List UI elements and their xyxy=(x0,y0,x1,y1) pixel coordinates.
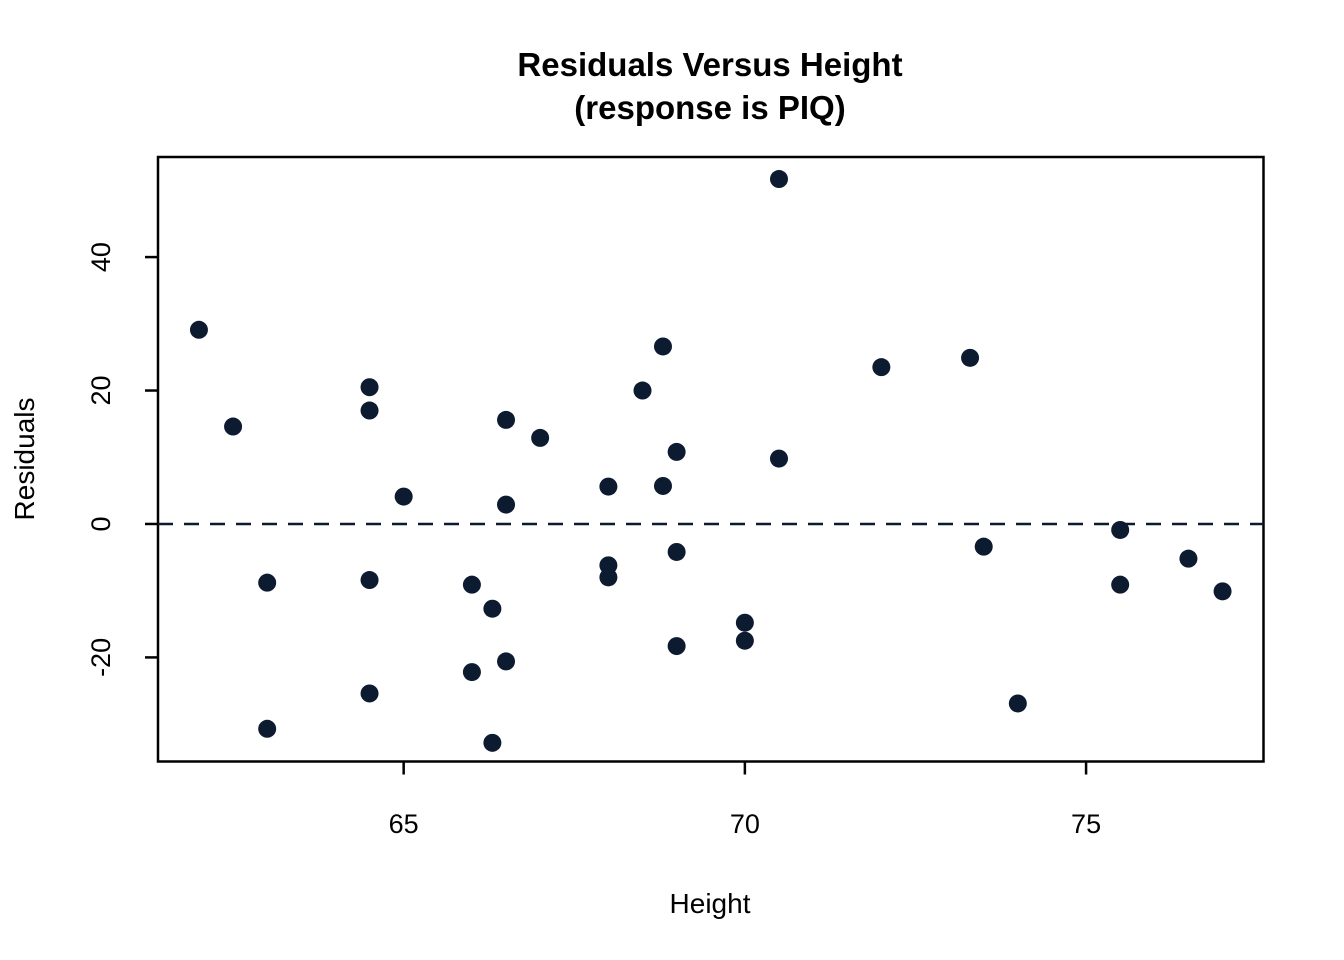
data-point xyxy=(497,652,516,671)
data-point xyxy=(667,442,686,461)
data-point xyxy=(394,487,413,506)
data-point xyxy=(1111,520,1130,539)
data-point xyxy=(599,568,618,587)
data-point xyxy=(189,320,208,339)
data-point xyxy=(1179,549,1198,568)
data-point xyxy=(531,428,550,447)
data-point xyxy=(1008,694,1027,713)
y-tick-label: 0 xyxy=(86,516,116,531)
axes-layer: 65 70 75 -20 0 20 40 xyxy=(86,155,1265,839)
data-point xyxy=(360,401,379,420)
data-point xyxy=(769,449,788,468)
x-tick-label: 70 xyxy=(730,809,760,839)
chart-subtitle: (response is PIQ) xyxy=(574,89,845,126)
data-point xyxy=(462,663,481,682)
data-point xyxy=(258,573,277,592)
x-tick-label: 75 xyxy=(1071,809,1101,839)
data-point xyxy=(653,476,672,495)
data-point xyxy=(360,684,379,703)
x-axis-label: Height xyxy=(670,888,751,919)
plot-border xyxy=(156,155,1265,763)
data-point xyxy=(667,637,686,656)
data-point xyxy=(769,170,788,189)
x-tick-label: 65 xyxy=(389,809,419,839)
data-point xyxy=(735,613,754,632)
data-point xyxy=(1111,575,1130,594)
data-point xyxy=(360,378,379,397)
data-point xyxy=(224,417,243,436)
data-point xyxy=(360,571,379,590)
data-point xyxy=(497,495,516,514)
data-point xyxy=(599,477,618,496)
data-point xyxy=(483,599,502,618)
points-layer xyxy=(189,170,1232,752)
data-point xyxy=(872,358,891,377)
y-axis-label: Residuals xyxy=(9,398,40,521)
data-point xyxy=(974,537,993,556)
y-tick-label: 20 xyxy=(86,376,116,406)
y-tick-label: 40 xyxy=(86,242,116,272)
data-point xyxy=(735,631,754,650)
chart-title: Residuals Versus Height xyxy=(517,46,902,83)
data-point xyxy=(961,348,980,367)
data-point xyxy=(462,575,481,594)
data-point xyxy=(1213,582,1232,601)
data-point xyxy=(653,337,672,356)
data-point xyxy=(667,542,686,561)
data-point xyxy=(497,410,516,429)
y-tick-label: -20 xyxy=(86,638,116,677)
data-point xyxy=(483,733,502,752)
data-point xyxy=(258,719,277,738)
data-point xyxy=(633,381,652,400)
